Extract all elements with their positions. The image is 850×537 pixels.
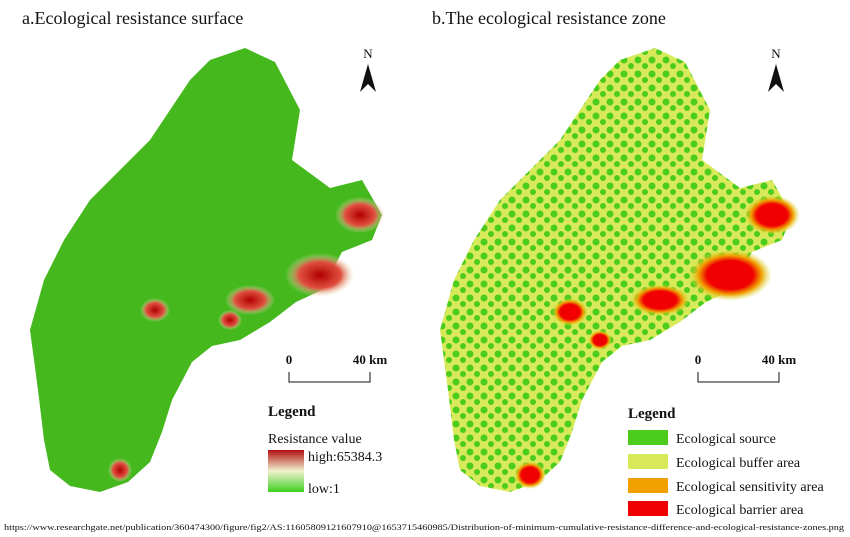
legend-low: low:1 xyxy=(308,482,340,497)
legend-item: Ecological sensitivity area xyxy=(676,480,825,495)
north-arrow: N xyxy=(768,46,784,92)
legend-item: Ecological source xyxy=(676,432,776,447)
panel-title: b.The ecological resistance zone xyxy=(432,8,666,28)
north-label: N xyxy=(771,46,781,61)
north-label: N xyxy=(363,46,373,61)
hotspots xyxy=(108,197,385,482)
legend-title: Legend xyxy=(628,406,676,422)
scale-bar: 0 40 km xyxy=(695,352,796,383)
panel-b: b.The ecological resistance zone N 0 40 … xyxy=(432,8,825,518)
legend: Legend Ecological source Ecological buff… xyxy=(628,406,825,518)
scale-start: 0 xyxy=(695,352,702,367)
panel-a: a.Ecological resistance surface N 0 40 k… xyxy=(22,8,387,497)
legend: Legend Resistance value high:65384.3 low… xyxy=(268,404,382,497)
scale-start: 0 xyxy=(286,352,293,367)
north-arrow: N xyxy=(360,46,376,92)
source-url: https://www.researchgate.net/publication… xyxy=(4,523,844,532)
legend-high: high:65384.3 xyxy=(308,450,382,465)
scale-end: 40 km xyxy=(353,352,387,367)
legend-item: Ecological barrier area xyxy=(676,503,804,518)
zones xyxy=(514,195,800,489)
scale-bar: 0 40 km xyxy=(286,352,387,383)
legend-title: Legend xyxy=(268,404,316,420)
legend-item: Ecological buffer area xyxy=(676,456,801,471)
scale-end: 40 km xyxy=(762,352,796,367)
legend-subtitle: Resistance value xyxy=(268,432,362,447)
panel-title: a.Ecological resistance surface xyxy=(22,8,243,28)
